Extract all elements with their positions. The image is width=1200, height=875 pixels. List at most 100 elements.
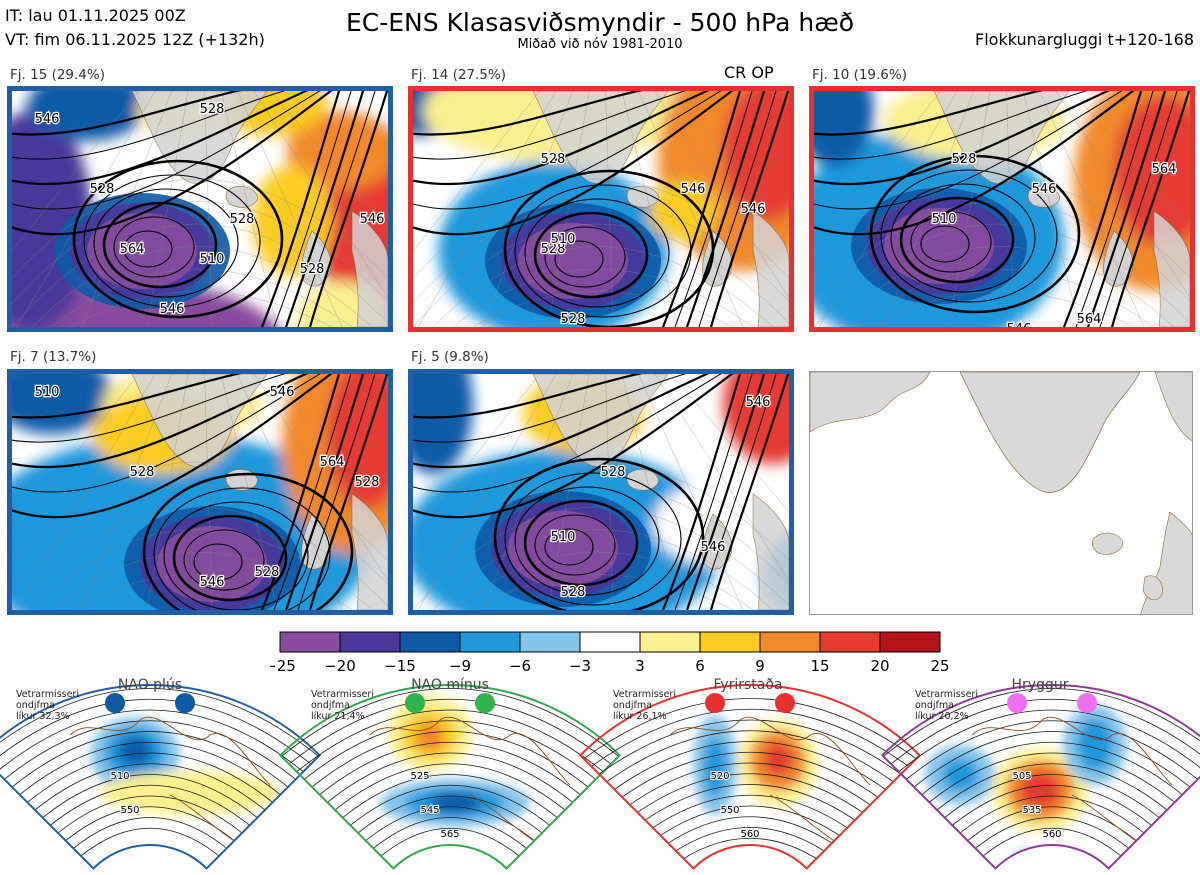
contour-label: 510	[200, 252, 225, 267]
regime-1-text: Vetrarmisseri ondjfma líkur 32,3%	[16, 689, 79, 722]
contour-label: 546	[746, 395, 771, 410]
contour-label: 546	[200, 575, 225, 590]
anomaly-region	[648, 181, 718, 241]
contour-label: 546	[360, 212, 385, 227]
contour-line	[554, 240, 604, 278]
colorbar-cell	[879, 631, 941, 653]
regime-dot	[705, 693, 725, 713]
contour-label: 546	[1032, 182, 1057, 197]
colorbar-cell	[579, 631, 641, 653]
contour-label: 510	[932, 212, 957, 227]
contour-line	[153, 487, 331, 610]
regime-contour-line	[0, 720, 320, 821]
regime-contour-line	[580, 730, 920, 821]
contour-line	[413, 374, 777, 610]
regime-contour-line	[580, 709, 920, 810]
colorbar-tick-label: 9	[755, 657, 765, 675]
contour-line	[814, 91, 1154, 327]
panel-3-label: Fj. 10 (19.6%)	[812, 67, 907, 83]
regime-contour-line	[319, 785, 581, 854]
colorbar-cell	[279, 631, 341, 653]
height-contours	[413, 91, 789, 327]
cluster-panel-2: 528528546546510528564	[408, 86, 794, 332]
contour-label: 564	[320, 455, 345, 470]
regime-coastline	[971, 716, 1173, 846]
regime-anomaly	[100, 771, 280, 815]
colorbar-tick-label: 6	[695, 657, 705, 675]
regime-dot	[405, 693, 425, 713]
contour-label: 546	[1007, 322, 1032, 327]
regime-contour-line	[19, 785, 281, 854]
colorbar-cell	[399, 631, 461, 653]
regime-contour-line	[0, 709, 320, 816]
colorbar-tick-label: −3	[569, 657, 591, 675]
contour-label: 564	[1152, 162, 1177, 177]
contour-line	[113, 216, 195, 278]
land-masses	[131, 374, 388, 610]
regime-contour-line	[359, 827, 541, 869]
colorbar-tick-label: −9	[449, 657, 471, 675]
contour-line	[544, 528, 594, 566]
colorbar-cell	[759, 631, 821, 653]
colorbar-cell	[639, 631, 701, 653]
contour-label: 546	[270, 385, 295, 400]
regime-contour-line	[951, 817, 1153, 869]
colorbar-tick-label: 20	[870, 657, 889, 675]
regime-contour-label: 510	[110, 771, 129, 782]
classification-window: Flokkunargluggi t+120-168	[975, 30, 1194, 49]
regime-dot	[1007, 693, 1027, 713]
regime-contour-line	[882, 709, 1200, 816]
contour-line	[413, 374, 742, 610]
contour-line	[12, 91, 352, 327]
contour-line	[72, 159, 284, 319]
colorbar-cell	[819, 631, 881, 653]
regime-contour-line	[280, 709, 620, 816]
regime-contour-label: 525	[410, 771, 429, 782]
regime-contour-line	[882, 720, 1200, 821]
regime-contour-label: 550	[720, 805, 739, 816]
land-masses	[532, 374, 789, 610]
regime-anomaly	[1077, 719, 1113, 771]
contour-line	[413, 374, 789, 610]
colorbar-tick-label: 25	[930, 657, 949, 675]
regime-coastline	[369, 716, 571, 846]
contour-line	[413, 91, 777, 327]
contour-line	[12, 374, 352, 610]
contour-line	[534, 514, 616, 576]
regime-contour-line	[309, 774, 591, 849]
regime-contour-line	[882, 698, 1200, 810]
contour-line	[890, 183, 1036, 293]
contour-line	[533, 211, 649, 299]
regime-contour-label: 565	[440, 829, 459, 840]
regime-contour-line	[589, 762, 911, 838]
colorbar-tick-label: −25	[270, 657, 296, 675]
regime-dot	[105, 693, 125, 713]
regime-contour-line	[609, 784, 891, 849]
page-subtitle: Miðað við nóv 1981-2010	[517, 37, 683, 52]
contour-line	[814, 91, 1167, 327]
panel-5-label: Fj. 5 (9.8%)	[411, 349, 489, 365]
contour-line	[899, 196, 1015, 284]
regime-anomaly	[942, 759, 978, 791]
contour-line	[523, 499, 639, 587]
regime-contour-line	[289, 752, 611, 838]
regime-4-text: Vetrarmisseri ondjfma líkur 20,2%	[915, 689, 978, 722]
cluster-panel-3: 528 546 564 510 546 564	[809, 86, 1195, 332]
regime-dot	[175, 693, 195, 713]
contour-label: 546	[701, 540, 726, 555]
regime-contour-line	[659, 838, 841, 869]
contour-line	[12, 91, 388, 327]
regime-dot	[475, 693, 495, 713]
contour-label: 528	[200, 102, 225, 117]
contour-line	[413, 374, 766, 610]
regime-diagram: 510 550	[0, 684, 322, 870]
anomaly-region	[814, 91, 874, 166]
regime-contour-label: 550	[120, 805, 139, 816]
contour-line	[163, 501, 309, 610]
colorbar-cell	[519, 631, 581, 653]
regime-3-text: Vetrarmisseri ondjfma líkur 26,1%	[613, 689, 676, 722]
anomaly-region	[723, 374, 789, 464]
contour-label: 528	[561, 312, 586, 327]
colorbar-tick-label: −20	[324, 657, 356, 675]
contour-line	[814, 91, 1190, 327]
